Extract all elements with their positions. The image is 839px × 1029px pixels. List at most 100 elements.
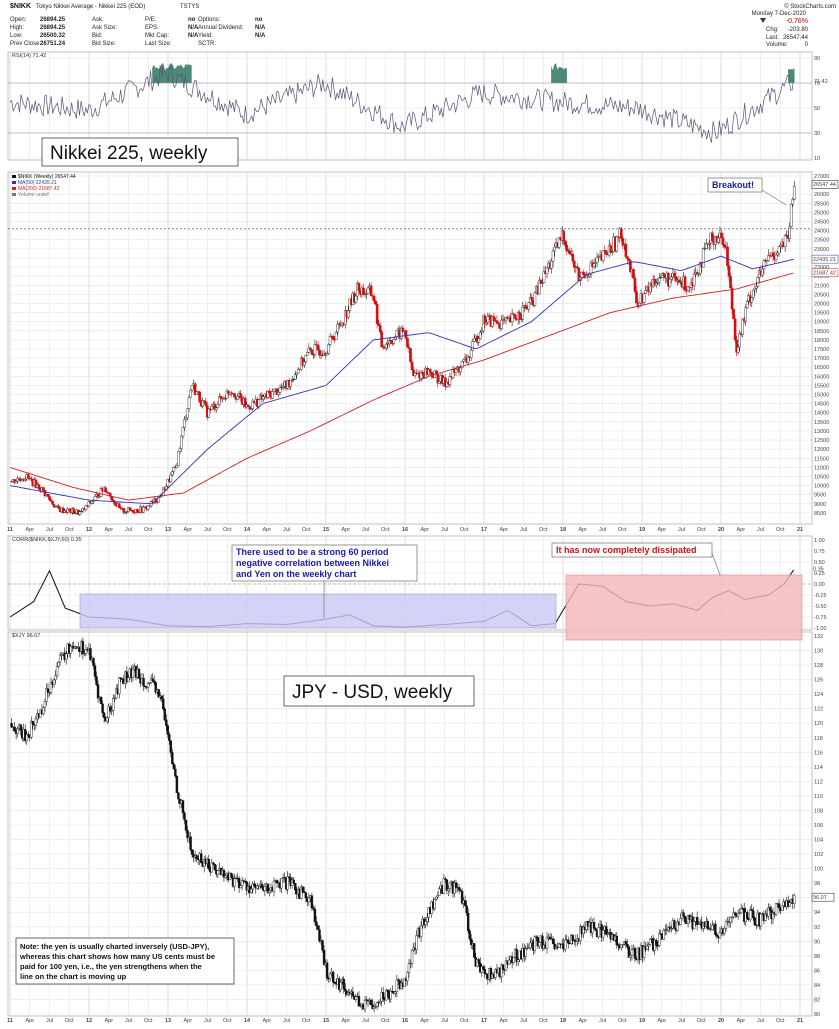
price-candle — [365, 293, 368, 295]
price-candle — [371, 295, 374, 297]
jpy-candle — [300, 886, 303, 899]
stat-value: 26894.25 — [40, 17, 66, 23]
jpy-candle — [777, 903, 781, 909]
price-candle — [774, 254, 778, 260]
x-tick-label: 21 — [797, 1018, 803, 1024]
jpy-candle — [768, 907, 772, 911]
jpy-candle — [81, 641, 85, 654]
jpy-candle — [212, 862, 215, 865]
price-candle — [104, 487, 107, 493]
y-tick-label: 24500 — [814, 220, 829, 226]
price-candle — [480, 330, 484, 333]
jpy-candle — [673, 920, 676, 929]
price-candle — [180, 435, 183, 450]
price-candle — [310, 349, 314, 355]
price-candle — [413, 372, 417, 376]
corr-note-blue-box — [231, 544, 418, 582]
jpy-candle — [788, 902, 791, 907]
y-tick-label: 80 — [814, 1012, 820, 1018]
price-candle — [538, 279, 541, 295]
price-candle — [271, 391, 274, 399]
x-tick-label: Jul — [599, 527, 606, 533]
y-tick-label: 12000 — [814, 447, 829, 453]
price-candle — [783, 235, 787, 247]
y-tick-label: 27000 — [814, 174, 829, 180]
price-candle — [219, 396, 223, 400]
jpy-candle — [501, 964, 505, 970]
price-candle — [717, 237, 720, 243]
jpy-candle — [166, 725, 170, 735]
rsi-overbought-fill — [551, 63, 567, 83]
price-candle — [386, 343, 390, 345]
price-candle — [615, 236, 619, 252]
price-candle — [309, 347, 312, 351]
x-tick-label: Jul — [125, 1018, 132, 1024]
stat-label: Yield: — [198, 33, 213, 39]
price-candle — [204, 401, 208, 406]
price-candle — [17, 478, 21, 480]
jpy-candle — [154, 682, 157, 693]
jpy-candle — [385, 989, 388, 1001]
rsi-panel — [7, 51, 813, 161]
jpy-candle — [333, 981, 336, 984]
price-candle — [184, 417, 188, 420]
breakout-label: Breakout! — [712, 180, 754, 190]
jpy-candle — [482, 966, 485, 970]
x-tick-label: Apr — [341, 1018, 350, 1024]
jpy-candle — [621, 944, 625, 946]
price-candle — [251, 400, 255, 409]
stat-label: Open: — [10, 17, 27, 23]
jpy-candle — [780, 905, 784, 911]
jpy-candle — [322, 950, 326, 965]
jpy-candle — [645, 945, 649, 950]
jpy-candle — [48, 692, 51, 694]
price-candle — [472, 338, 476, 342]
jpy-candle — [181, 800, 185, 814]
x-tick-label: Oct — [381, 1018, 390, 1024]
y-tick-label: 108 — [814, 808, 823, 814]
x-tick-label: 17 — [481, 527, 487, 533]
jpy-candle — [381, 992, 385, 1000]
price-candle — [562, 230, 565, 241]
price-candle — [621, 238, 625, 246]
x-tick-label: Oct — [776, 527, 785, 533]
price-candle — [510, 313, 514, 323]
x-tick-label: Oct — [460, 527, 469, 533]
price-candle — [708, 242, 711, 245]
y-tick-label: 22000 — [814, 265, 829, 271]
price-candle — [169, 474, 173, 482]
jpy-candle — [536, 937, 540, 947]
jpy-candle — [95, 676, 98, 685]
jpy-candle — [316, 925, 320, 930]
price-candle — [266, 390, 270, 398]
y-tick-label: 11000 — [814, 465, 829, 471]
price-candle — [776, 252, 779, 256]
jpy-note-box — [15, 937, 235, 985]
jpy-candle — [453, 882, 456, 894]
jpy-candle — [571, 934, 574, 942]
price-candle — [362, 287, 365, 295]
jpy-candle — [541, 935, 544, 949]
price-candle — [14, 480, 18, 484]
jpy-candle — [131, 668, 135, 678]
jpy-candle — [473, 943, 476, 958]
price-candle — [357, 282, 361, 291]
price-candle — [57, 505, 60, 509]
jpy-candle — [468, 930, 471, 939]
price-candle — [527, 302, 531, 310]
legend-swatch — [12, 181, 16, 184]
price-candle — [193, 383, 197, 395]
price-candle — [789, 204, 793, 228]
x-tick-label: 14 — [244, 1018, 251, 1024]
stat-label: Mkt Cap: — [145, 33, 169, 39]
price-candle — [436, 374, 440, 384]
y-tick-label: 24000 — [814, 229, 829, 235]
x-tick-label: Jul — [125, 527, 132, 533]
price-candle — [296, 368, 300, 374]
jpy-candle — [615, 935, 618, 945]
price-candle — [568, 250, 572, 255]
price-candle — [430, 371, 434, 377]
jpy-candle — [515, 949, 518, 963]
price-candle — [51, 500, 54, 505]
jpy-candle — [557, 943, 561, 948]
